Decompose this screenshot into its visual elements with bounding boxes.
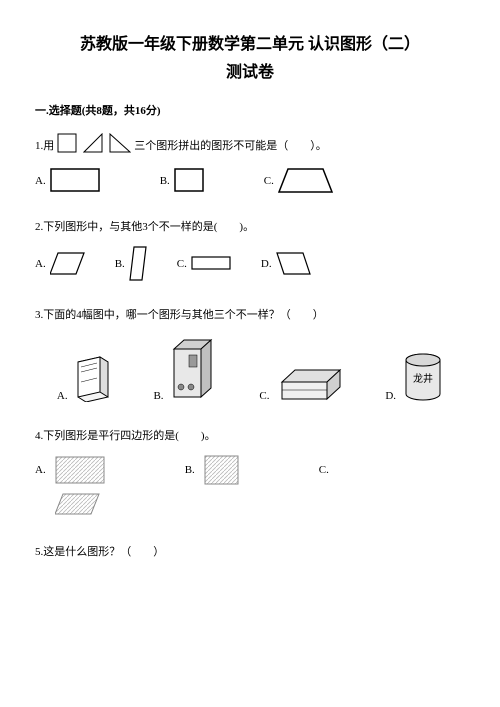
q4-options: A. B. C. [35,455,465,485]
q3-opt-d: D. 龙井 [385,352,443,402]
q1-shape-square [57,133,77,156]
q2-opt-a: A. [35,251,85,276]
page-title-line1: 苏教版一年级下册数学第二单元 认识图形（二） [35,30,465,54]
question-3: 3.下面的4幅图中，哪一个图形与其他三个不一样？（ ） A. B. [35,306,465,402]
q1-text: 1.用 三个图形拼出的图形不可能是（ ）。 [35,133,465,156]
q1-opt-c-shape [278,168,333,193]
q4-opt-c-shape-row [55,493,465,518]
q3-opt-b-label: B. [153,390,163,402]
q1-opt-b-label: B. [160,175,170,187]
q1-opt-b: B. [160,168,204,193]
q4-opt-a-label: A. [35,464,46,476]
q2-opt-b-shape [129,246,147,281]
q3-opt-a: A. [57,352,110,402]
q2-opt-c: C. [177,256,231,271]
q3-opt-d-cylinder: 龙井 [403,352,443,402]
q3-opt-c-label: C. [259,390,269,402]
q3-opt-c: C. [259,367,341,402]
q1-shape-triangle-left [109,133,131,156]
q4-opt-c: C. [319,464,333,476]
q4-opt-b-shape [204,455,239,485]
q4-opt-a: A. [35,456,105,484]
q4-opt-b-label: B. [185,464,195,476]
q1-options: A. B. C. [35,168,465,193]
q2-opt-b: B. [115,246,147,281]
q3-opt-b: B. [153,337,215,402]
q2-opt-d: D. [261,251,311,276]
q4-opt-a-shape [55,456,105,484]
q1-opt-c: C. [264,168,333,193]
question-4: 4.下列图形是平行四边形的是( )。 A. B. C. [35,427,465,518]
cylinder-label: 龙井 [413,372,433,385]
q4-text: 4.下列图形是平行四边形的是( )。 [35,427,465,443]
q2-opt-c-label: C. [177,258,187,270]
q5-text: 5.这是什么图形？（ ） [35,543,465,559]
question-5: 5.这是什么图形？（ ） [35,543,465,559]
q2-opt-d-shape [276,251,311,276]
q1-shape-triangle-right [83,133,103,156]
q3-opt-a-label: A. [57,390,68,402]
page-title-line2: 测试卷 [35,58,465,82]
q3-opt-b-box [171,337,216,402]
q4-opt-b: B. [185,455,239,485]
q4-opt-c-label: C. [319,464,329,476]
q2-opt-b-label: B. [115,258,125,270]
question-2: 2.下列图形中，与其他3个不一样的是( )。 A. B. C. D. [35,218,465,281]
section-header: 一.选择题(共8题，共16分) [35,102,465,118]
q1-opt-a: A. [35,168,100,193]
q3-opt-a-book [75,352,110,402]
q3-opt-d-label: D. [385,390,396,402]
q2-opt-d-label: D. [261,258,272,270]
q2-text: 2.下列图形中，与其他3个不一样的是( )。 [35,218,465,234]
q1-opt-a-shape [50,168,100,193]
q2-opt-a-label: A. [35,258,46,270]
q1-opt-b-shape [174,168,204,193]
q2-opt-c-shape [191,256,231,271]
q3-text: 3.下面的4幅图中，哪一个图形与其他三个不一样？（ ） [35,306,465,322]
q1-opt-a-label: A. [35,175,46,187]
q1-suffix: 三个图形拼出的图形不可能是（ ）。 [134,137,327,153]
question-1: 1.用 三个图形拼出的图形不可能是（ ）。 A. B. C. [35,133,465,193]
q2-opt-a-shape [50,251,85,276]
q2-options: A. B. C. D. [35,246,465,281]
q3-options: A. B. C. [35,337,465,402]
q1-prefix: 1.用 [35,137,54,153]
q3-opt-c-flatbox [277,367,342,402]
q4-opt-c-shape [55,493,100,515]
q1-opt-c-label: C. [264,175,274,187]
